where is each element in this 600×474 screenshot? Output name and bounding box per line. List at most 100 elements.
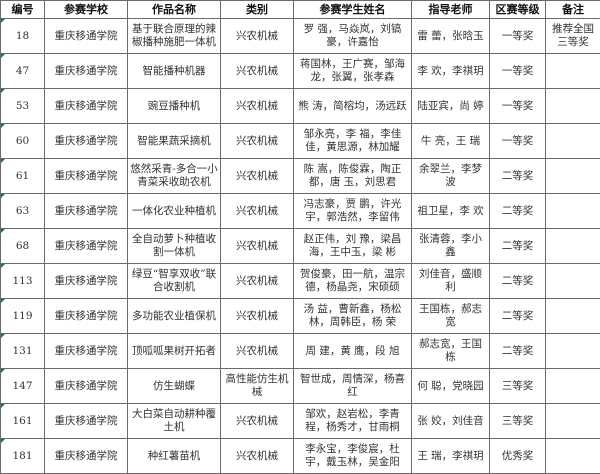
cell-school: 重庆移通学院: [45, 264, 128, 299]
cell-award-level: 二等奖: [490, 334, 546, 369]
cell-advisors: 王国栋，郝志宽: [412, 299, 490, 334]
cell-work-name: 一体化农业种植机: [128, 194, 221, 229]
cell-advisors: 张 姣，刘佳音: [412, 404, 490, 439]
cell-work-name: 基于联合原理的辣椒播种施肥一体机: [128, 19, 221, 54]
cell-category: 兴农机械: [221, 264, 294, 299]
cell-award-level: 一等奖: [490, 89, 546, 124]
cell-students: 蒋国林，王广赛，邹海龙，张翼，张孝森: [294, 54, 412, 89]
cell-work-name: 智能播种机器: [128, 54, 221, 89]
cell-students: 邹欢，赵岩松，李青程，杨秀才，甘雨桐: [294, 404, 412, 439]
cell-award-level: 一等奖: [490, 54, 546, 89]
cell-work-name: 智能果蔬采摘机: [128, 124, 221, 159]
column-header-students: 参赛学生姓名: [294, 1, 412, 19]
cell-students: 熊 涛，简榕均，汤远跃: [294, 89, 412, 124]
cell-advisors: 牛 亮，王 瑞: [412, 124, 490, 159]
cell-remarks: [546, 54, 600, 89]
cell-award-level: 三等奖: [490, 404, 546, 439]
cell-category: 兴农机械: [221, 19, 294, 54]
cell-students: 赵正伟，刘 豫，梁昌海，王中玉，梁 彬: [294, 229, 412, 264]
cell-work-name: 绿豆“智享双收”联合收割机: [128, 264, 221, 299]
cell-category: 兴农机械: [221, 194, 294, 229]
cell-advisors: 余翠兰，李梦波: [412, 159, 490, 194]
cell-remarks: [546, 159, 600, 194]
cell-category: 高性能仿生机械: [221, 369, 294, 404]
cell-id: 119: [1, 299, 45, 334]
cell-id: 161: [1, 404, 45, 439]
cell-advisors: 陆亚宾，尚 婷: [412, 89, 490, 124]
cell-advisors: 王 瑞，李祺玥: [412, 439, 490, 474]
cell-remarks: [546, 299, 600, 334]
cell-award-level: 二等奖: [490, 299, 546, 334]
cell-school: 重庆移通学院: [45, 404, 128, 439]
cell-students: 罗 强，马焱岚，刘镐豪，许嘉怡: [294, 19, 412, 54]
cell-remarks: [546, 334, 600, 369]
cell-category: 兴农机械: [221, 124, 294, 159]
cell-award-level: 二等奖: [490, 194, 546, 229]
cell-students: 贺俊豪，田一航，温宗德，杨晶尧，宋硕硕: [294, 264, 412, 299]
cell-remarks: [546, 124, 600, 159]
cell-advisors: 李 欢，李祺玥: [412, 54, 490, 89]
cell-work-name: 全自动萝卜种植收割一体机: [128, 229, 221, 264]
cell-school: 重庆移通学院: [45, 194, 128, 229]
cell-students: 冯志豪，贾 鹏，许光宇，郭浩然，李留伟: [294, 194, 412, 229]
cell-school: 重庆移通学院: [45, 299, 128, 334]
cell-work-name: 顶呱呱果树开拓者: [128, 334, 221, 369]
cell-id: 53: [1, 89, 45, 124]
cell-category: 兴农机械: [221, 54, 294, 89]
cell-id: 113: [1, 264, 45, 299]
cell-category: 兴农机械: [221, 229, 294, 264]
cell-work-name: 仿生蝴蝶: [128, 369, 221, 404]
column-header-advisors: 指导老师: [412, 1, 490, 19]
cell-advisors: 刘佳音，盛顺利: [412, 264, 490, 299]
cell-id: 61: [1, 159, 45, 194]
cell-work-name: 大白菜自动耕种覆土机: [128, 404, 221, 439]
cell-students: 陈 嵩，陈俊霖，陶正都，唐 玉，刘思君: [294, 159, 412, 194]
cell-category: 兴农机械: [221, 334, 294, 369]
cell-award-level: 二等奖: [490, 264, 546, 299]
cell-remarks: 推荐全国三等奖: [546, 19, 600, 54]
cell-school: 重庆移通学院: [45, 229, 128, 264]
cell-award-level: 二等奖: [490, 159, 546, 194]
cell-advisors: 郝志宽，王国栋: [412, 334, 490, 369]
cell-category: 兴农机械: [221, 299, 294, 334]
cell-remarks: [546, 369, 600, 404]
column-header-category: 类别: [221, 1, 294, 19]
cell-remarks: [546, 439, 600, 474]
cell-id: 147: [1, 369, 45, 404]
cell-award-level: 优秀奖: [490, 439, 546, 474]
column-header-id: 编号: [1, 1, 45, 19]
cell-award-level: 三等奖: [490, 369, 546, 404]
column-header-work-name: 作品名称: [128, 1, 221, 19]
cell-students: 汤 益，曹新鑫，杨松林，周韩臣，杨 荣: [294, 299, 412, 334]
cell-school: 重庆移通学院: [45, 369, 128, 404]
cell-advisors: 雷 蕾，张晗玉: [412, 19, 490, 54]
header-row: 编号参赛学校作品名称类别参赛学生姓名指导老师区赛等级备注: [1, 1, 600, 19]
cell-id: 68: [1, 229, 45, 264]
cell-school: 重庆移通学院: [45, 124, 128, 159]
cell-school: 重庆移通学院: [45, 439, 128, 474]
cell-students: 邹永亮，李 福，李佳佳，黄思源，林加耀: [294, 124, 412, 159]
cell-id: 18: [1, 19, 45, 54]
cell-remarks: [546, 404, 600, 439]
cell-school: 重庆移通学院: [45, 334, 128, 369]
cell-work-name: 多功能农业植保机: [128, 299, 221, 334]
cell-school: 重庆移通学院: [45, 54, 128, 89]
cell-id: 47: [1, 54, 45, 89]
cell-advisors: 何 聪，党晓园: [412, 369, 490, 404]
cell-award-level: 一等奖: [490, 19, 546, 54]
cell-work-name: 豌豆播种机: [128, 89, 221, 124]
cell-category: 兴农机械: [221, 439, 294, 474]
